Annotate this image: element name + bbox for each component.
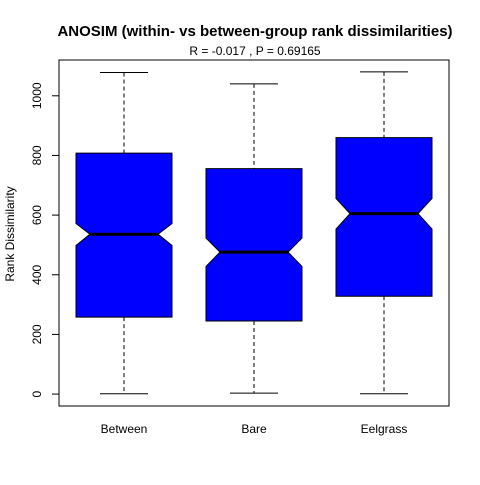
box-group-bare — [205, 83, 303, 394]
y-tick-label: 1000 — [30, 82, 44, 109]
boxes-layer — [75, 71, 433, 395]
y-tick-label: 0 — [30, 390, 44, 397]
x-tick-label: Between — [101, 422, 148, 436]
x-tick-label: Bare — [241, 422, 267, 436]
y-tick-label: 800 — [30, 145, 44, 165]
x-tick-label: Eelgrass — [361, 422, 408, 436]
chart-title: ANOSIM (within- vs between-group rank di… — [57, 23, 452, 40]
x-axis: Between Bare Eelgrass — [101, 422, 408, 436]
y-tick-label: 600 — [30, 205, 44, 225]
y-tick-label: 400 — [30, 264, 44, 284]
box-group-between — [75, 72, 173, 395]
y-axis: 0 200 400 600 800 1000 — [30, 82, 60, 397]
y-axis-label: Rank Dissimilarity — [3, 186, 17, 281]
box-group-eelgrass — [335, 71, 433, 395]
chart-subtitle: R = -0.017 , P = 0.69165 — [189, 44, 321, 58]
notched-box — [335, 137, 433, 297]
notched-box — [205, 168, 303, 322]
y-tick-label: 200 — [30, 324, 44, 344]
